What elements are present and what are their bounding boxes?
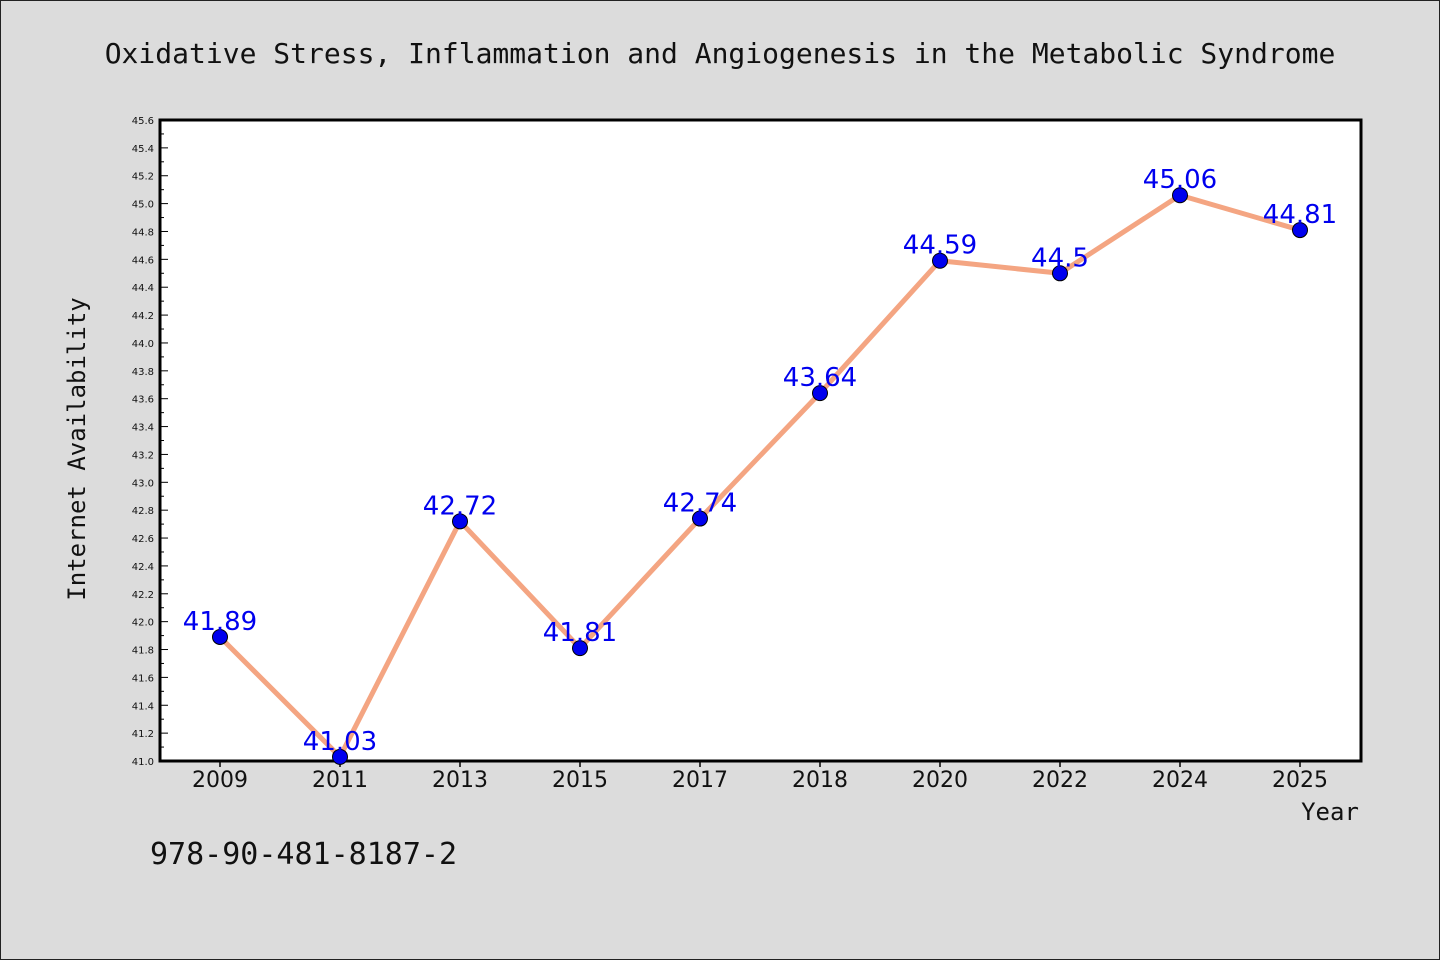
y-tick-label: 44.4 [132, 283, 154, 294]
series-line [218, 192, 1301, 760]
data-point [1052, 265, 1068, 282]
data-label: 42.74 [663, 489, 737, 519]
y-tick-label: 42.6 [132, 534, 154, 545]
data-point [212, 628, 228, 645]
data-point [812, 385, 828, 402]
y-tick-label: 43.6 [132, 395, 154, 406]
y-tick-label: 41.4 [132, 701, 154, 712]
y-tick-label: 42.8 [132, 506, 154, 517]
chart-title: Oxidative Stress, Inflammation and Angio… [105, 37, 1336, 70]
x-tick-label: 2013 [432, 768, 488, 793]
y-tick-label: 43.8 [132, 367, 154, 378]
y-tick-label: 45.0 [132, 200, 154, 211]
data-label: 41.81 [543, 618, 617, 648]
y-tick-label: 43.2 [132, 450, 154, 461]
x-tick-label: 2009 [192, 768, 248, 793]
isbn-text: 978-90-481-8187-2 [150, 837, 457, 872]
y-tick-label: 44.0 [132, 339, 154, 350]
y-tick-label: 41.8 [132, 646, 154, 657]
plot-area [158, 118, 1363, 763]
y-tick-label: 42.0 [132, 618, 154, 629]
data-point [932, 252, 948, 269]
y-tick-label: 42.4 [132, 562, 154, 573]
data-label: 42.72 [423, 491, 497, 521]
x-tick-label: 2018 [792, 768, 848, 793]
y-tick-label: 41.2 [132, 729, 154, 740]
y-tick-label: 43.0 [132, 478, 154, 489]
x-tick-label: 2015 [552, 768, 608, 793]
data-point [1292, 222, 1308, 239]
x-tick-label: 2017 [672, 768, 728, 793]
x-tick-label: 2020 [912, 768, 968, 793]
data-point [1172, 187, 1188, 204]
y-axis-label: Internet Availability [63, 297, 91, 600]
y-axis: 41.0 41.2 41.4 41.6 41.8 42.0 42.2 42.4 42.6 42.8… [132, 116, 168, 768]
data-label: 41.89 [183, 607, 257, 637]
x-axis: 2009 2011 2013 2015 2017 2018 2020 2022 2024 2025 [192, 761, 1328, 793]
data-point [572, 640, 588, 657]
y-tick-label: 41.0 [132, 757, 154, 768]
x-tick-label: 2024 [1152, 768, 1208, 793]
x-tick-label: 2022 [1032, 768, 1088, 793]
y-tick-label: 43.4 [132, 423, 154, 434]
y-tick-label: 45.2 [132, 172, 154, 183]
series-group: 41.89 41.03 42.72 41.81 42.74 43.64 44.59 44.5 4… [183, 165, 1337, 765]
y-tick-label: 42.2 [132, 590, 154, 601]
y-tick-label: 45.4 [132, 144, 154, 155]
y-tick-label: 44.2 [132, 311, 154, 322]
x-tick-label: 2011 [312, 768, 368, 793]
data-point [692, 510, 708, 527]
data-point [452, 513, 468, 530]
y-tick-label: 44.6 [132, 255, 154, 266]
data-label: 44.5 [1031, 243, 1089, 273]
data-label: 41.03 [303, 727, 377, 757]
data-label: 43.64 [783, 363, 857, 393]
x-tick-label: 2025 [1272, 768, 1328, 793]
y-tick-label: 45.6 [132, 116, 154, 127]
y-tick-label: 44.8 [132, 227, 154, 238]
data-label: 44.59 [903, 231, 977, 261]
x-axis-label: Year [1301, 798, 1359, 826]
data-label: 45.06 [1143, 165, 1217, 195]
data-label: 44.81 [1263, 200, 1337, 230]
data-point [332, 748, 348, 765]
y-tick-label: 41.6 [132, 673, 154, 684]
